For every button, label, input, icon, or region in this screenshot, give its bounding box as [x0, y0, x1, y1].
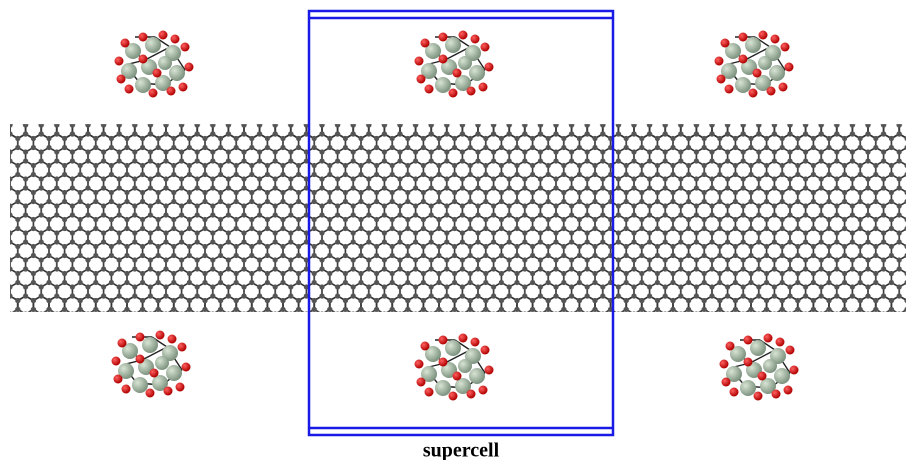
nanotube [10, 124, 906, 312]
figure: supercell [0, 0, 906, 460]
supercell-label: supercell [423, 440, 500, 460]
